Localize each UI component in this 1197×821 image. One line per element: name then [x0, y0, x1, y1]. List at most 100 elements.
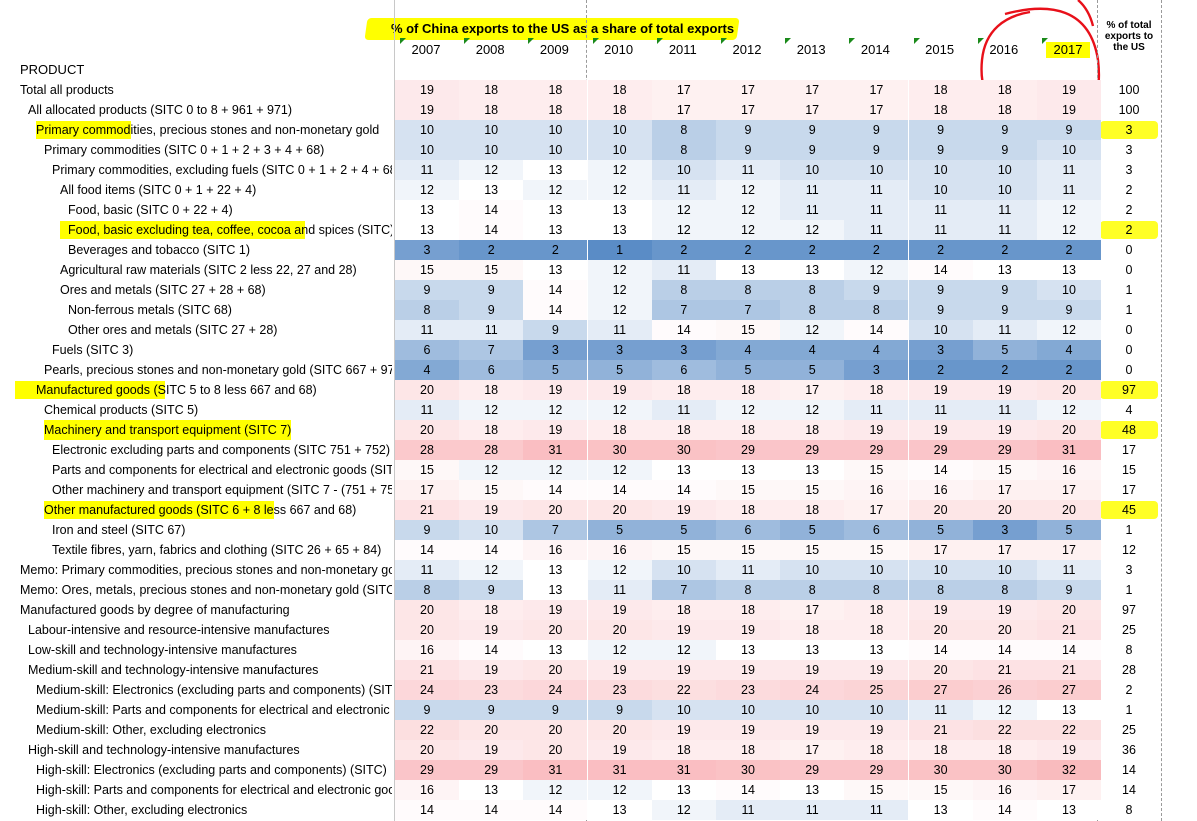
- value-cell[interactable]: 22: [651, 680, 716, 700]
- value-cell[interactable]: 20: [459, 720, 524, 740]
- year-header-2008[interactable]: 2008: [475, 42, 505, 57]
- table-row[interactable]: All food items (SITC 0 + 1 + 22 + 4) 12 13…: [0, 180, 1165, 200]
- value-cell[interactable]: 17: [1037, 540, 1101, 560]
- value-cell[interactable]: 9: [395, 700, 459, 720]
- value-cell[interactable]: 11: [844, 180, 909, 200]
- value-cell[interactable]: 18: [972, 740, 1037, 760]
- value-cell[interactable]: 23: [459, 680, 524, 700]
- value-cell[interactable]: 19: [459, 500, 524, 520]
- value-cell[interactable]: 13: [1037, 700, 1101, 720]
- value-cell[interactable]: 30: [716, 760, 780, 780]
- value-cell[interactable]: 9: [1037, 300, 1101, 320]
- value-cell[interactable]: 14: [523, 800, 588, 820]
- value-cell[interactable]: 4: [780, 340, 845, 360]
- value-cell[interactable]: 11: [780, 180, 845, 200]
- value-cell[interactable]: 17: [395, 480, 459, 500]
- value-cell[interactable]: 2: [523, 240, 588, 260]
- value-cell[interactable]: 18: [972, 100, 1037, 120]
- share-cell[interactable]: 0: [1125, 323, 1133, 337]
- value-cell[interactable]: 12: [523, 400, 588, 420]
- value-cell[interactable]: 15: [972, 460, 1037, 480]
- value-cell[interactable]: 11: [651, 260, 716, 280]
- value-cell[interactable]: 13: [716, 460, 780, 480]
- value-cell[interactable]: 14: [395, 540, 459, 560]
- value-cell[interactable]: 10: [972, 180, 1037, 200]
- share-cell[interactable]: 2: [1125, 203, 1133, 217]
- value-cell[interactable]: 20: [395, 620, 459, 640]
- value-cell[interactable]: 10: [523, 140, 588, 160]
- value-cell[interactable]: 19: [844, 720, 909, 740]
- value-cell[interactable]: 24: [523, 680, 588, 700]
- value-cell[interactable]: 12: [587, 640, 652, 660]
- share-cell[interactable]: 8: [1125, 803, 1133, 817]
- value-cell[interactable]: 8: [844, 580, 909, 600]
- value-cell[interactable]: 1: [587, 240, 652, 260]
- value-cell[interactable]: 9: [844, 120, 909, 140]
- value-cell[interactable]: 11: [459, 320, 524, 340]
- value-cell[interactable]: 14: [651, 320, 716, 340]
- value-cell[interactable]: 3: [972, 520, 1037, 540]
- share-cell[interactable]: 2: [1125, 183, 1133, 197]
- value-cell[interactable]: 12: [716, 400, 780, 420]
- value-cell[interactable]: 12: [716, 180, 780, 200]
- value-cell[interactable]: 9: [716, 120, 780, 140]
- value-cell[interactable]: 20: [523, 660, 588, 680]
- value-cell[interactable]: 19: [716, 620, 780, 640]
- value-cell[interactable]: 24: [395, 680, 459, 700]
- value-cell[interactable]: 19: [395, 80, 459, 100]
- value-cell[interactable]: 13: [908, 800, 973, 820]
- table-row[interactable]: Medium-skill and technology-intensive ma…: [0, 660, 1165, 680]
- value-cell[interactable]: 10: [459, 120, 524, 140]
- value-cell[interactable]: 25: [844, 680, 909, 700]
- value-cell[interactable]: 20: [523, 740, 588, 760]
- value-cell[interactable]: 19: [780, 720, 845, 740]
- value-cell[interactable]: 31: [523, 760, 588, 780]
- value-cell[interactable]: 18: [523, 100, 588, 120]
- value-cell[interactable]: 14: [716, 780, 780, 800]
- value-cell[interactable]: 13: [780, 780, 845, 800]
- value-cell[interactable]: 14: [459, 640, 524, 660]
- year-header-2009[interactable]: 2009: [539, 42, 569, 57]
- share-cell[interactable]: 14: [1122, 763, 1136, 777]
- value-cell[interactable]: 10: [780, 560, 845, 580]
- value-cell[interactable]: 12: [651, 200, 716, 220]
- table-row[interactable]: Ores and metals (SITC 27 + 28 + 68) 9 9 14 1…: [0, 280, 1165, 300]
- value-cell[interactable]: 10: [972, 160, 1037, 180]
- value-cell[interactable]: 11: [1037, 180, 1101, 200]
- value-cell[interactable]: 17: [844, 500, 909, 520]
- value-cell[interactable]: 2: [459, 240, 524, 260]
- value-cell[interactable]: 18: [651, 740, 716, 760]
- value-cell[interactable]: 12: [587, 180, 652, 200]
- value-cell[interactable]: 10: [459, 520, 524, 540]
- value-cell[interactable]: 26: [972, 680, 1037, 700]
- table-row[interactable]: Labour-intensive and resource-intensive …: [0, 620, 1165, 640]
- value-cell[interactable]: 10: [459, 140, 524, 160]
- value-cell[interactable]: 13: [780, 640, 845, 660]
- value-cell[interactable]: 10: [844, 160, 909, 180]
- value-cell[interactable]: 15: [908, 780, 973, 800]
- value-cell[interactable]: 19: [459, 620, 524, 640]
- value-cell[interactable]: 18: [844, 600, 909, 620]
- value-cell[interactable]: 10: [1037, 140, 1101, 160]
- value-cell[interactable]: 11: [395, 320, 459, 340]
- value-cell[interactable]: 14: [459, 540, 524, 560]
- value-cell[interactable]: 13: [459, 780, 524, 800]
- value-cell[interactable]: 19: [844, 420, 909, 440]
- value-cell[interactable]: 9: [780, 120, 845, 140]
- value-cell[interactable]: 11: [780, 800, 845, 820]
- share-cell[interactable]: 3: [1125, 163, 1133, 177]
- value-cell[interactable]: 18: [651, 380, 716, 400]
- value-cell[interactable]: 18: [908, 740, 973, 760]
- value-cell[interactable]: 18: [716, 420, 780, 440]
- value-cell[interactable]: 19: [651, 660, 716, 680]
- value-cell[interactable]: 11: [844, 800, 909, 820]
- table-row[interactable]: Parts and components for electrical and …: [0, 460, 1165, 480]
- value-cell[interactable]: 5: [523, 360, 588, 380]
- value-cell[interactable]: 2: [780, 240, 845, 260]
- table-row[interactable]: Other manufactured goods (SITC 6 + 8 les…: [0, 500, 1165, 520]
- value-cell[interactable]: 6: [395, 340, 459, 360]
- share-cell[interactable]: 15: [1122, 463, 1136, 477]
- value-cell[interactable]: 3: [587, 340, 652, 360]
- value-cell[interactable]: 12: [651, 220, 716, 240]
- value-cell[interactable]: 13: [780, 260, 845, 280]
